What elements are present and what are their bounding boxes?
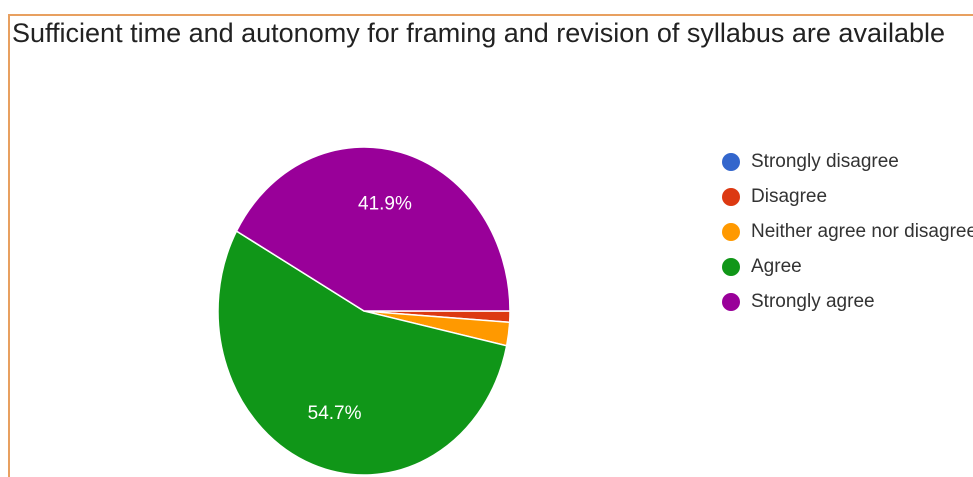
legend-swatch — [722, 187, 740, 206]
chart-title: Sufficient time and autonomy for framing… — [12, 18, 946, 48]
legend-swatch — [722, 222, 740, 241]
legend-item-strongly-agree[interactable]: Strongly agree — [722, 284, 973, 319]
pie-slice-agree[interactable] — [217, 230, 508, 476]
legend-swatch — [722, 257, 740, 276]
legend-label: Strongly disagree — [751, 150, 899, 172]
slice-data-label: 54.7% — [308, 403, 362, 424]
legend-swatch — [722, 292, 740, 311]
legend-item-disagree[interactable]: Disagree — [722, 179, 973, 214]
legend-item-agree[interactable]: Agree — [722, 249, 973, 284]
legend-item-neither[interactable]: Neither agree nor disagree — [722, 214, 973, 249]
pie-slice-strongly-agree[interactable] — [235, 146, 511, 312]
chart-frame — [8, 14, 973, 477]
legend-label: Strongly agree — [751, 290, 875, 312]
legend-swatch — [722, 152, 740, 171]
chart-legend: Strongly disagree Disagree Neither agree… — [722, 144, 973, 319]
slice-data-label: 41.9% — [358, 194, 412, 215]
legend-item-strongly-disagree[interactable]: Strongly disagree — [722, 144, 973, 179]
legend-label: Agree — [751, 255, 802, 277]
legend-label: Neither agree nor disagree — [751, 220, 973, 242]
legend-label: Disagree — [751, 185, 828, 207]
